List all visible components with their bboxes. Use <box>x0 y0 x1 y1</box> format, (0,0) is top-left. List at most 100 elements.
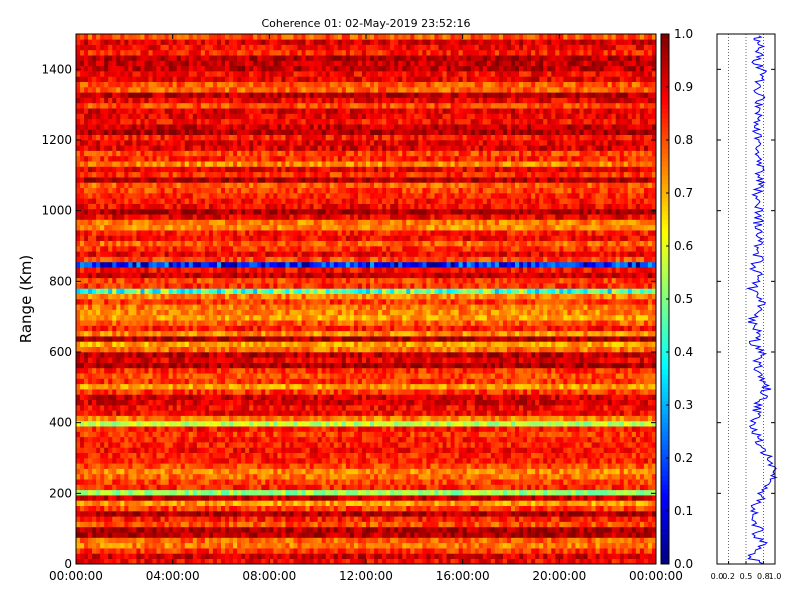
heatmap-cell <box>116 511 121 517</box>
heatmap-cell <box>378 542 383 549</box>
heatmap-cell <box>458 548 463 554</box>
heatmap-cell <box>547 516 552 522</box>
heatmap-cell <box>317 410 322 416</box>
heatmap-cell <box>164 537 169 544</box>
heatmap-cell <box>200 452 206 459</box>
heatmap-cell <box>80 431 85 438</box>
heatmap-cell <box>132 479 137 485</box>
heatmap-cell <box>511 473 516 480</box>
heatmap-cell <box>204 447 210 453</box>
heatmap-cell <box>144 436 149 443</box>
heatmap-cell <box>611 399 617 406</box>
heatmap-cell <box>615 458 621 464</box>
heatmap-cell <box>535 463 540 469</box>
heatmap-cell <box>261 420 266 427</box>
heatmap-cell <box>579 410 584 416</box>
heatmap-cell <box>216 436 222 443</box>
heatmap-cell <box>619 442 625 448</box>
heatmap-cell <box>639 442 645 448</box>
heatmap-cell <box>317 399 322 406</box>
heatmap-cell <box>374 410 379 416</box>
heatmap-cell <box>527 516 532 522</box>
heatmap-cell <box>120 521 125 528</box>
heatmap-cell <box>486 500 492 506</box>
heatmap-cell <box>140 458 145 464</box>
heatmap-cell <box>92 447 97 453</box>
heatmap-cell <box>643 389 649 395</box>
heatmap-cell <box>543 463 548 469</box>
heatmap-cell <box>172 511 177 517</box>
heatmap-cell <box>370 399 375 406</box>
heatmap-cell <box>382 495 387 501</box>
heatmap-cell <box>132 511 137 517</box>
heatmap-cell <box>281 394 286 400</box>
heatmap-cell <box>204 431 210 438</box>
heatmap-cell <box>221 489 226 496</box>
heatmap-cell <box>390 521 395 528</box>
heatmap-cell <box>249 399 254 406</box>
heatmap-cell <box>474 500 480 506</box>
heatmap-cell <box>639 410 645 416</box>
heatmap-cell <box>200 516 206 522</box>
heatmap-cell <box>241 511 246 517</box>
heatmap-cell <box>253 489 258 496</box>
heatmap-cell <box>148 436 153 443</box>
heatmap-cell <box>144 521 149 528</box>
heatmap-cell <box>543 532 548 538</box>
heatmap-cell <box>293 463 298 469</box>
heatmap-cell <box>261 410 266 416</box>
heatmap-cell <box>261 415 266 422</box>
heatmap-cell <box>208 484 214 491</box>
heatmap-cell <box>289 420 294 427</box>
heatmap-cell <box>438 526 443 533</box>
heatmap-cell <box>249 532 254 538</box>
heatmap-cell <box>651 431 657 438</box>
heatmap-cell <box>233 521 238 528</box>
heatmap-cell <box>257 420 262 427</box>
heatmap-cell <box>559 500 564 506</box>
heatmap-cell <box>511 447 516 453</box>
heatmap-cell <box>349 505 355 512</box>
heatmap-cell <box>257 511 262 517</box>
heatmap-cell <box>289 452 294 459</box>
heatmap-cell <box>361 542 367 549</box>
heatmap-cell <box>204 537 210 544</box>
heatmap-cell <box>297 516 302 522</box>
heatmap-cell <box>523 463 528 469</box>
heatmap-cell <box>84 410 89 416</box>
heatmap-cell <box>281 548 286 554</box>
heatmap-cell <box>357 553 363 559</box>
heatmap-cell <box>112 489 117 496</box>
heatmap-cell <box>543 548 548 554</box>
heatmap-cell <box>237 383 242 390</box>
heatmap-cell <box>124 495 129 501</box>
heatmap-cell <box>551 389 556 395</box>
y-axis-label: Range (Km) <box>17 255 35 343</box>
heatmap-cell <box>100 537 105 544</box>
heatmap-cell <box>607 558 612 565</box>
heatmap-cell <box>607 489 612 496</box>
heatmap-cell <box>635 526 641 533</box>
heatmap-cell <box>535 468 540 475</box>
heatmap-cell <box>112 553 117 559</box>
heatmap-cell <box>208 378 214 385</box>
heatmap-cell <box>144 473 149 480</box>
heatmap-cell <box>635 558 641 565</box>
heatmap-cell <box>571 442 576 448</box>
heatmap-cell <box>200 447 206 453</box>
heatmap-cell <box>301 505 306 512</box>
heatmap-cell <box>96 516 101 522</box>
heatmap-cell <box>136 436 141 443</box>
heatmap-cell <box>176 542 182 549</box>
heatmap-cell <box>402 468 407 475</box>
heatmap-cell <box>615 548 621 554</box>
heatmap-cell <box>498 553 504 559</box>
heatmap-cell <box>527 489 532 496</box>
heatmap-cell <box>519 511 524 517</box>
heatmap-cell <box>277 383 282 390</box>
heatmap-cell <box>543 405 548 411</box>
heatmap-cell <box>639 500 645 506</box>
heatmap-cell <box>583 489 588 496</box>
heatmap-cell <box>104 394 109 400</box>
heatmap-cell <box>603 442 608 448</box>
